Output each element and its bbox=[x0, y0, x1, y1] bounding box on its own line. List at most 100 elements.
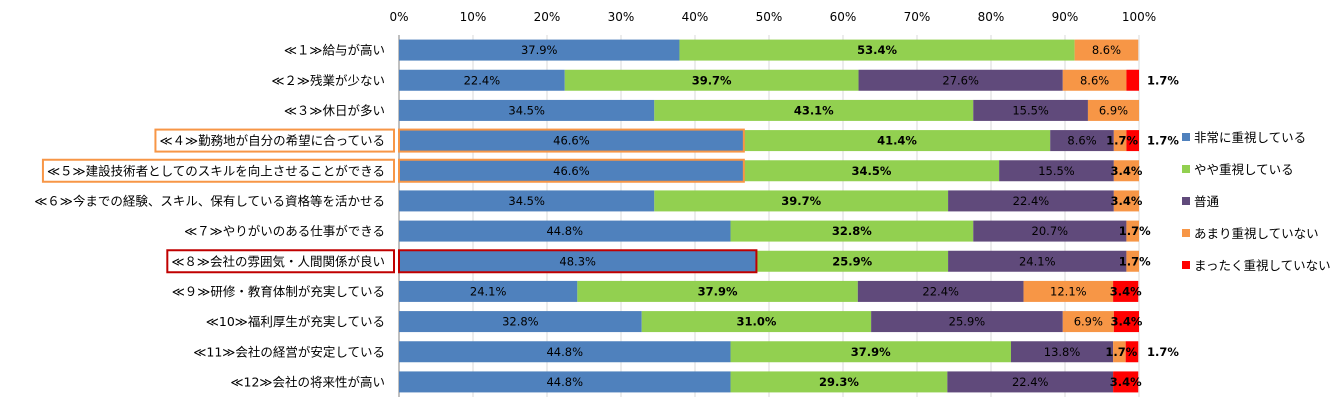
data-label: 44.8% bbox=[546, 345, 583, 359]
data-label: 44.8% bbox=[546, 375, 583, 389]
data-label: 43.1% bbox=[794, 103, 834, 117]
bar-segment bbox=[1113, 311, 1139, 333]
data-label: 37.9% bbox=[521, 43, 558, 57]
x-tick-label: 0% bbox=[389, 10, 408, 24]
bar-segment bbox=[857, 280, 1024, 302]
x-tick-label: 100% bbox=[1122, 10, 1156, 24]
x-tick-label: 30% bbox=[608, 10, 635, 24]
x-tick-label: 10% bbox=[460, 10, 487, 24]
x-tick-label: 60% bbox=[830, 10, 857, 24]
bar-segment bbox=[399, 250, 757, 272]
data-label: 1.7% bbox=[1147, 345, 1179, 359]
bar-segment bbox=[1113, 160, 1139, 182]
bar-segment bbox=[1113, 371, 1139, 393]
data-label: 34.5% bbox=[852, 164, 892, 178]
data-label: 53.4% bbox=[857, 43, 897, 57]
bar-segment bbox=[730, 341, 1011, 363]
data-label: 1.7% bbox=[1119, 254, 1151, 268]
data-label: 3.4% bbox=[1110, 315, 1142, 329]
x-tick-label: 70% bbox=[904, 10, 931, 24]
bar-segment bbox=[948, 250, 1127, 272]
highlight-box-label bbox=[154, 128, 395, 153]
bar-segment bbox=[1010, 341, 1114, 363]
highlight-box-bar bbox=[398, 158, 745, 183]
legend-swatch bbox=[1182, 165, 1190, 173]
bar-segment bbox=[730, 220, 974, 242]
bar-segment bbox=[1062, 311, 1114, 333]
data-label: 34.5% bbox=[508, 103, 545, 117]
category-label: ≪11≫会社の経営が安定している bbox=[193, 344, 385, 359]
data-label: 32.8% bbox=[832, 224, 872, 238]
x-axis-ticks: 0% 10% 20% 30% 40% 50% 60% 70% 80% 90% 100% bbox=[389, 10, 1156, 24]
bar-segment bbox=[399, 69, 565, 91]
bar-segment bbox=[399, 341, 731, 363]
data-label: 24.1% bbox=[470, 284, 507, 298]
data-label: 8.6% bbox=[1092, 43, 1121, 57]
highlight-box-bar bbox=[398, 249, 758, 274]
bar-segment bbox=[1074, 39, 1139, 61]
bar-segment bbox=[1113, 280, 1139, 302]
category-label: ≪４≫勤務地が自分の希望に合っている bbox=[159, 133, 385, 148]
bar-segment bbox=[641, 311, 872, 333]
x-tick-label: 40% bbox=[682, 10, 709, 24]
bar-segment bbox=[1126, 220, 1139, 242]
data-label: 8.6% bbox=[1067, 134, 1096, 148]
category-label: ≪１≫給与が高い bbox=[284, 43, 385, 58]
legend-label: まったく重視していない bbox=[1194, 258, 1331, 273]
legend-label: やや重視している bbox=[1194, 162, 1294, 177]
bar-segment bbox=[399, 39, 680, 61]
data-label: 46.6% bbox=[553, 134, 590, 148]
bar-segment bbox=[973, 220, 1127, 242]
data-label: 39.7% bbox=[781, 194, 821, 208]
data-label: 1.7% bbox=[1105, 345, 1137, 359]
bar-segment bbox=[1126, 250, 1139, 272]
category-labels: ≪１≫給与が高い ≪２≫残業が少ない ≪３≫休日が多い ≪４≫勤務地が自分の希望に合っ… bbox=[34, 43, 385, 390]
data-label: 15.5% bbox=[1038, 164, 1075, 178]
bar-segment bbox=[871, 311, 1063, 333]
bar-segment bbox=[947, 371, 1114, 393]
bar-segment bbox=[1062, 69, 1127, 91]
bar-segment bbox=[1126, 69, 1139, 91]
bar-segment bbox=[948, 190, 1114, 212]
category-label: ≪９≫研修・教育体制が充実している bbox=[172, 284, 385, 299]
data-label: 22.4% bbox=[922, 284, 959, 298]
data-label: 8.6% bbox=[1080, 73, 1109, 87]
x-tick-label: 20% bbox=[534, 10, 561, 24]
data-label: 29.3% bbox=[819, 375, 859, 389]
legend-swatch bbox=[1182, 197, 1190, 205]
bar-segment bbox=[564, 69, 859, 91]
data-label: 24.1% bbox=[1019, 254, 1056, 268]
data-label: 20.7% bbox=[1032, 224, 1069, 238]
bar-segment bbox=[730, 371, 948, 393]
data-label: 41.4% bbox=[877, 134, 917, 148]
legend-swatch bbox=[1182, 229, 1190, 237]
bar-segment bbox=[399, 99, 655, 121]
bar-segment bbox=[1125, 341, 1139, 363]
data-label: 1.7% bbox=[1119, 224, 1151, 238]
bar-segment bbox=[399, 311, 642, 333]
category-label: ≪６≫今までの経験、スキル、保有している資格等を活かせる bbox=[34, 193, 385, 208]
data-label: 22.4% bbox=[464, 73, 501, 87]
category-label: ≪10≫福利厚生が充実している bbox=[206, 314, 385, 329]
bar-segment bbox=[858, 69, 1063, 91]
data-label: 6.9% bbox=[1099, 103, 1128, 117]
bar-segment bbox=[1113, 341, 1126, 363]
category-label: ≪８≫会社の雰囲気・人間関係が良い bbox=[171, 254, 385, 269]
category-label: ≪２≫残業が少ない bbox=[271, 73, 385, 88]
legend-swatch bbox=[1182, 261, 1190, 269]
data-label: 37.9% bbox=[851, 345, 891, 359]
data-label: 6.9% bbox=[1074, 315, 1103, 329]
bar-segment bbox=[654, 190, 949, 212]
data-label: 3.4% bbox=[1110, 284, 1142, 298]
bar-segment bbox=[654, 99, 974, 121]
x-tick-label: 50% bbox=[756, 10, 783, 24]
bar-segment bbox=[1113, 190, 1139, 212]
data-label: 27.6% bbox=[942, 73, 979, 87]
highlight-box-bar bbox=[398, 128, 745, 153]
grid-lines bbox=[398, 35, 1140, 397]
category-label: ≪５≫建設技術者としてのスキルを向上させることができる bbox=[47, 163, 385, 178]
bar-segment bbox=[756, 250, 949, 272]
bar-segment bbox=[743, 160, 1000, 182]
